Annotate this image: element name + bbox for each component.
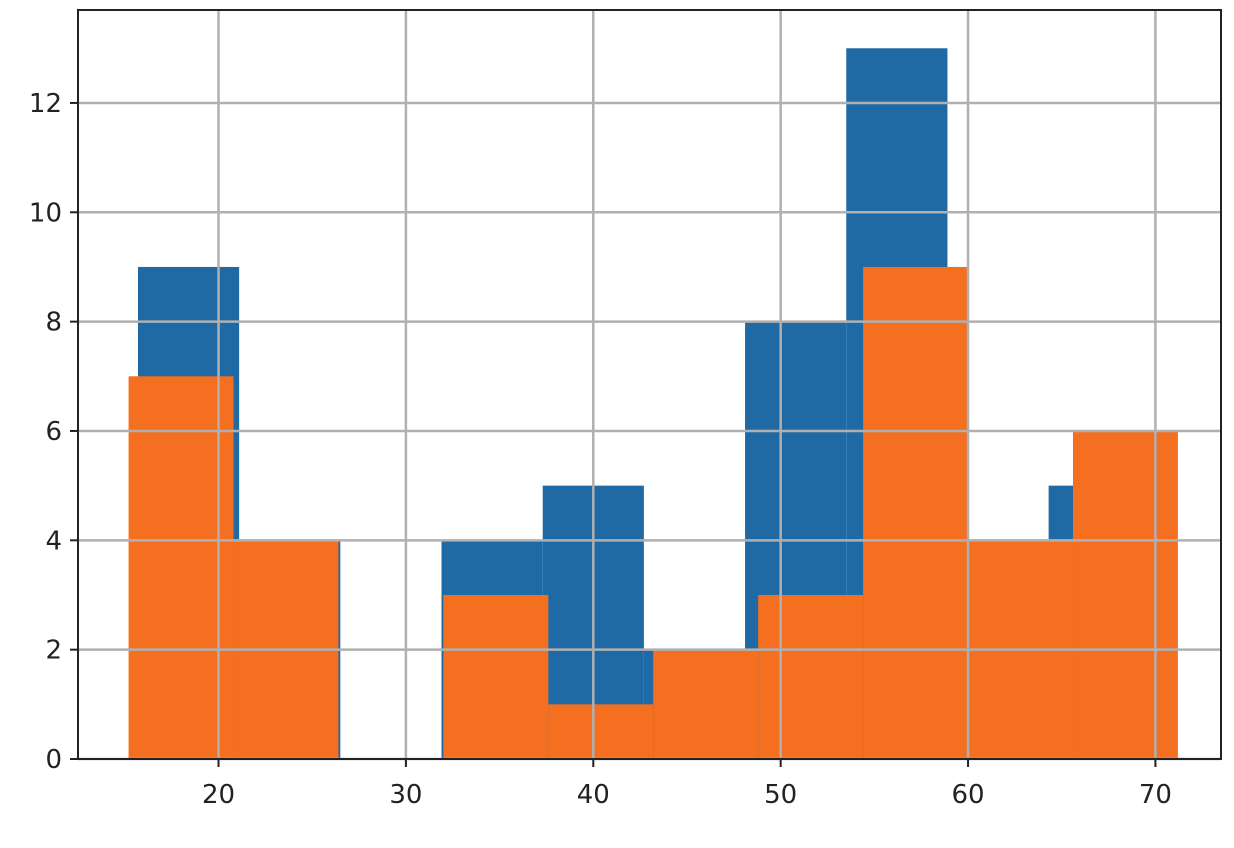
y-tick-label: 8 bbox=[45, 308, 62, 338]
histogram-bar-series2-bin8 bbox=[863, 266, 969, 759]
y-tick-label: 4 bbox=[45, 526, 62, 556]
axes-layer: 20 30 40 50 60 70 0 2 4 6 8 10 12 bbox=[29, 9, 1222, 810]
y-tick-label: 0 bbox=[45, 745, 62, 775]
y-tick-label: 10 bbox=[29, 198, 62, 228]
x-tick-label: 40 bbox=[577, 780, 610, 810]
x-tick-label: 60 bbox=[951, 780, 984, 810]
x-tick-label: 50 bbox=[764, 780, 797, 810]
histogram-bar-series2-bin4 bbox=[443, 594, 549, 759]
histogram-bar-series2-bin1 bbox=[128, 376, 234, 759]
y-tick-label: 12 bbox=[29, 89, 62, 119]
y-tick-label: 2 bbox=[45, 636, 62, 666]
plot-frame bbox=[77, 9, 1222, 760]
x-tick-label: 30 bbox=[389, 780, 422, 810]
grid-layer bbox=[78, 10, 1221, 761]
x-tick-label: 70 bbox=[1139, 780, 1172, 810]
histogram-bar-series2-bin7 bbox=[758, 594, 864, 759]
histogram-bar-series2-bin10 bbox=[1072, 430, 1178, 759]
x-tick-label: 20 bbox=[202, 780, 235, 810]
histogram-bar-series2-bin5 bbox=[548, 704, 654, 759]
histogram-bar-series2-bin6 bbox=[653, 649, 759, 759]
y-tick-label: 6 bbox=[45, 417, 62, 447]
bars-layer bbox=[128, 48, 1178, 759]
